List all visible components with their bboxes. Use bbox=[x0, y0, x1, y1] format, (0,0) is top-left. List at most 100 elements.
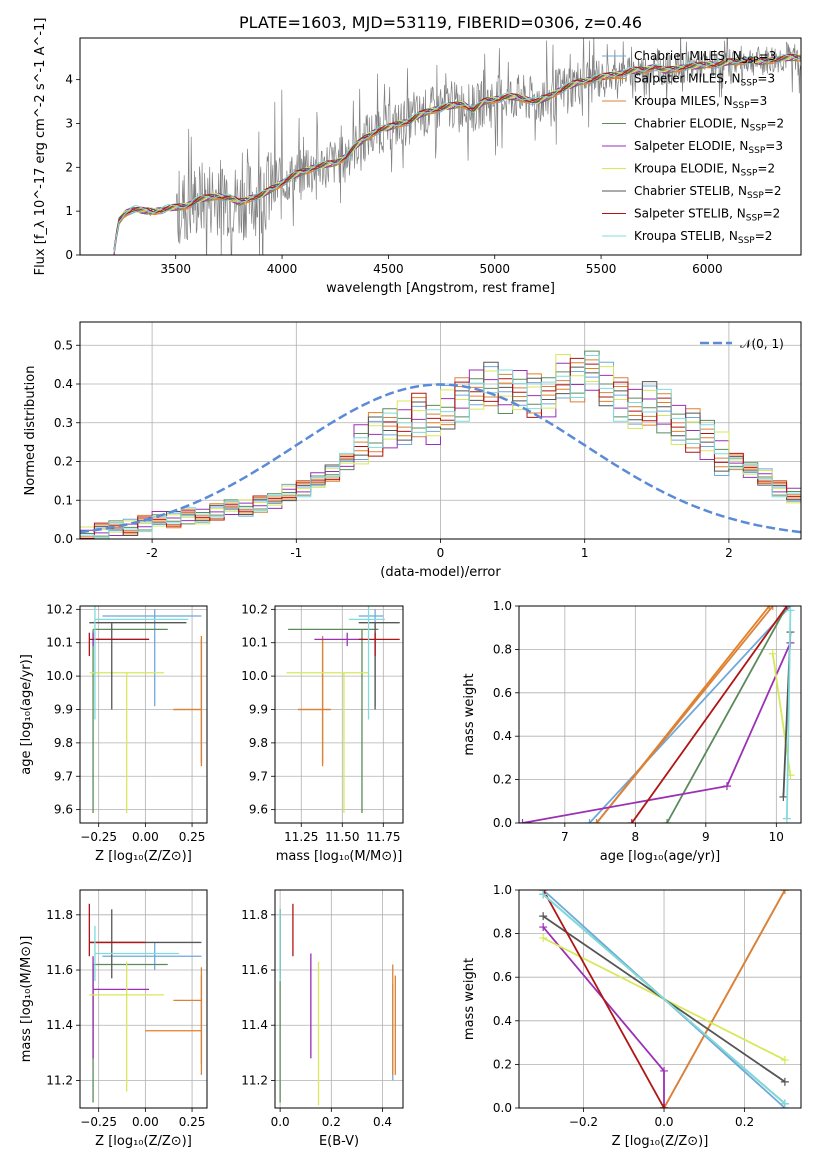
mass_vs_ebv-axes: 0.0 0.2 0.4 11.2 11.4 11.6 11.8 E(B-V) bbox=[241, 890, 403, 1149]
y-tick-label: 0.2 bbox=[493, 773, 512, 787]
y-tick-label: 9.7 bbox=[249, 769, 268, 783]
weight-line bbox=[542, 926, 665, 1108]
x-axis-label: wavelength [Angstrom, rest frame] bbox=[326, 281, 555, 296]
x-tick-label: 11.50 bbox=[325, 830, 359, 844]
weight-marker bbox=[782, 606, 791, 610]
spectrum-plot bbox=[113, 38, 801, 255]
weight-marker bbox=[539, 890, 548, 899]
age_vs_mass-frame bbox=[274, 605, 404, 824]
weight-line bbox=[542, 893, 786, 1105]
weight-marker bbox=[585, 819, 594, 823]
weight_vs_Z-plot bbox=[539, 890, 789, 1108]
x-tick-label: 0.2 bbox=[735, 1115, 754, 1129]
y-tick-label: 11.4 bbox=[46, 1018, 73, 1032]
weight-marker bbox=[780, 1056, 789, 1065]
legend-label: Salpeter ELODIE, NSSP=3 bbox=[634, 139, 783, 156]
age_vs_Z-plot bbox=[88, 606, 203, 813]
weight-marker bbox=[660, 1066, 669, 1075]
weight-marker bbox=[539, 923, 548, 932]
y-tick-label: 9.6 bbox=[54, 803, 73, 817]
y-tick-label: 0.0 bbox=[493, 1101, 512, 1115]
legend-label: Kroupa STELIB, NSSP=2 bbox=[634, 229, 772, 246]
chart-title: PLATE=1603, MJD=53119, FIBERID=0306, z=0… bbox=[239, 13, 642, 32]
age_vs_mass-axes: 11.25 11.50 11.75 9.6 9.7 9.8 9.9 10.0 10.1 10.2 m… bbox=[241, 602, 403, 864]
weight-marker bbox=[663, 819, 672, 823]
age_vs_mass-plot bbox=[286, 606, 400, 813]
x-tick-label: 10 bbox=[769, 830, 784, 844]
x-tick-label: −0.2 bbox=[569, 1115, 598, 1129]
x-tick-label: -1 bbox=[290, 546, 302, 560]
y-tick-label: 0.1 bbox=[54, 493, 73, 507]
x-tick-label: 0.0 bbox=[654, 1115, 673, 1129]
x-tick-label: 4500 bbox=[373, 262, 404, 276]
legend-label: Salpeter STELIB, NSSP=2 bbox=[634, 207, 780, 224]
x-tick-label: -2 bbox=[146, 546, 158, 560]
x-tick-label: 0.00 bbox=[132, 1115, 159, 1129]
x-tick-label: 0 bbox=[437, 546, 445, 560]
mass_vs_Z-plot bbox=[88, 903, 203, 1103]
x-tick-label: 5500 bbox=[586, 262, 617, 276]
weight_vs_age-frame bbox=[518, 605, 802, 824]
weight-marker bbox=[765, 606, 774, 610]
weight-marker bbox=[660, 1104, 669, 1108]
x-axis-label: mass [log₁₀(M/M⊙)] bbox=[276, 849, 403, 864]
histogram-plot bbox=[80, 350, 801, 539]
gaussian-curve bbox=[80, 383, 801, 534]
mass_vs_ebv-plot bbox=[279, 903, 396, 1106]
weight-marker bbox=[722, 782, 731, 791]
hist-chabrier-stelib bbox=[80, 361, 801, 539]
x-tick-label: 0.25 bbox=[179, 830, 206, 844]
weight_vs_Z-axes: −0.2 0.0 0.2 0.0 0.2 0.4 0.6 0.8 1.0 Z [log₁₀(Z/Z… bbox=[462, 883, 801, 1149]
y-tick-label: 10.1 bbox=[241, 636, 268, 650]
mass_vs_Z-frame bbox=[79, 889, 208, 1109]
y-axis-label: age [log₁₀(age/yr)] bbox=[19, 654, 34, 775]
spectrum-frame bbox=[79, 37, 802, 256]
y-tick-label: 0.0 bbox=[54, 532, 73, 546]
x-tick-label: 1 bbox=[581, 546, 589, 560]
y-tick-label: 10.1 bbox=[46, 636, 73, 650]
weight-marker bbox=[768, 649, 777, 658]
hist-kroupa-stelib bbox=[80, 354, 801, 539]
weight-marker bbox=[539, 933, 548, 942]
y-tick-label: 11.8 bbox=[46, 908, 73, 922]
x-tick-label: 0.2 bbox=[322, 1115, 341, 1129]
y-tick-label: 11.6 bbox=[241, 963, 268, 977]
weight_vs_age-axes: 7 8 9 10 0.0 0.2 0.4 0.6 0.8 1.0 age [log₁₀(age/yr… bbox=[462, 599, 801, 864]
y-tick-label: 1.0 bbox=[493, 599, 512, 613]
x-tick-label: −0.25 bbox=[80, 830, 117, 844]
weight-line bbox=[522, 642, 792, 823]
y-tick-label: 1.0 bbox=[493, 883, 512, 897]
x-tick-label: 8 bbox=[632, 830, 640, 844]
y-tick-label: 0.2 bbox=[493, 1057, 512, 1071]
weight-marker bbox=[779, 792, 788, 801]
weight-line bbox=[663, 890, 786, 1108]
x-tick-label: 0.0 bbox=[271, 1115, 290, 1129]
spectrum-legend: Chabrier MILES, NSSP=3 Salpeter MILES, NS… bbox=[602, 49, 784, 246]
weight-marker bbox=[627, 819, 636, 823]
y-axis-label: Flux [f_λ 10^-17 erg cm^-2 s^-1 A^-1] bbox=[33, 18, 48, 276]
y-tick-label: 10.0 bbox=[46, 669, 73, 683]
y-tick-label: 3 bbox=[65, 116, 73, 130]
y-tick-label: 9.9 bbox=[54, 702, 73, 716]
weight-line bbox=[631, 606, 788, 823]
y-tick-label: 9.8 bbox=[249, 736, 268, 750]
weight-line bbox=[542, 890, 665, 1108]
x-tick-label: 3500 bbox=[160, 262, 191, 276]
y-tick-label: 11.4 bbox=[241, 1018, 268, 1032]
weight-marker bbox=[780, 890, 789, 894]
x-tick-label: −0.25 bbox=[80, 1115, 117, 1129]
y-tick-label: 10.2 bbox=[46, 602, 73, 616]
mass_vs_ebv-frame bbox=[274, 889, 404, 1109]
x-tick-label: 4000 bbox=[267, 262, 298, 276]
y-tick-label: 0.6 bbox=[493, 686, 512, 700]
y-tick-label: 9.9 bbox=[249, 702, 268, 716]
y-tick-label: 0.0 bbox=[493, 816, 512, 830]
y-tick-label: 11.2 bbox=[46, 1073, 73, 1087]
weight-line bbox=[666, 606, 788, 823]
y-tick-label: 11.8 bbox=[241, 908, 268, 922]
weight-marker bbox=[780, 1099, 789, 1108]
model-kroupa-stelib bbox=[113, 54, 801, 252]
weight-marker bbox=[519, 819, 527, 823]
weight_vs_age-plot bbox=[519, 606, 795, 823]
